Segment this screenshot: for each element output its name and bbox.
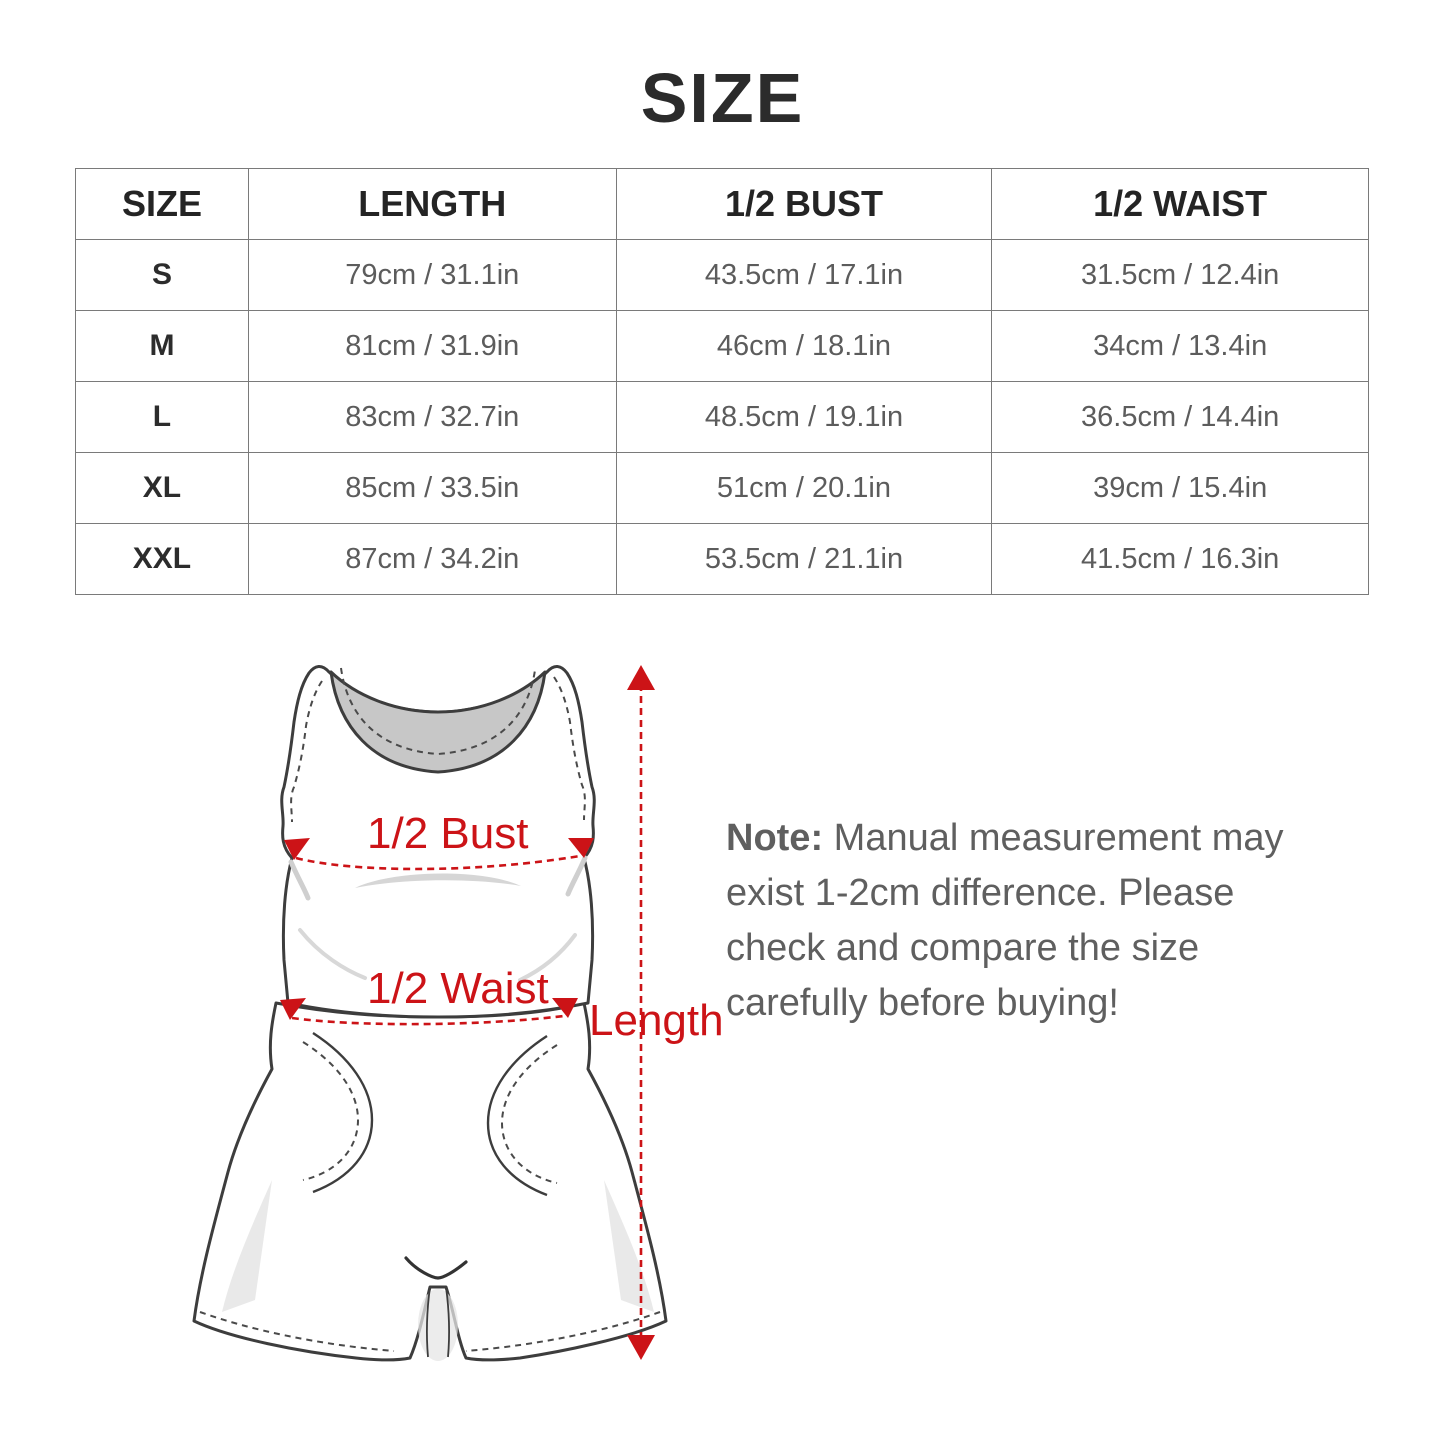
svg-text:Length: Length [589, 996, 724, 1045]
svg-text:1/2 Waist: 1/2 Waist [367, 964, 549, 1013]
svg-text:1/2 Bust: 1/2 Bust [367, 809, 528, 858]
